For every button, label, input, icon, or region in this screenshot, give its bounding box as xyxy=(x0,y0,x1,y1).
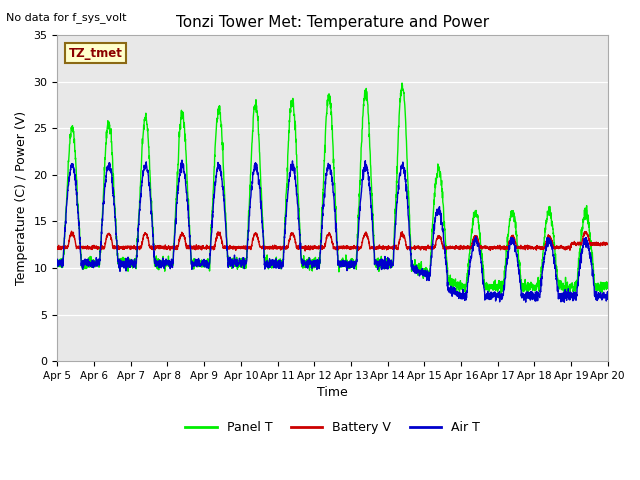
Text: No data for f_sys_volt: No data for f_sys_volt xyxy=(6,12,127,23)
Y-axis label: Temperature (C) / Power (V): Temperature (C) / Power (V) xyxy=(15,111,28,285)
Title: Tonzi Tower Met: Temperature and Power: Tonzi Tower Met: Temperature and Power xyxy=(176,15,489,30)
Text: TZ_tmet: TZ_tmet xyxy=(68,47,122,60)
X-axis label: Time: Time xyxy=(317,386,348,399)
Legend: Panel T, Battery V, Air T: Panel T, Battery V, Air T xyxy=(180,416,485,439)
